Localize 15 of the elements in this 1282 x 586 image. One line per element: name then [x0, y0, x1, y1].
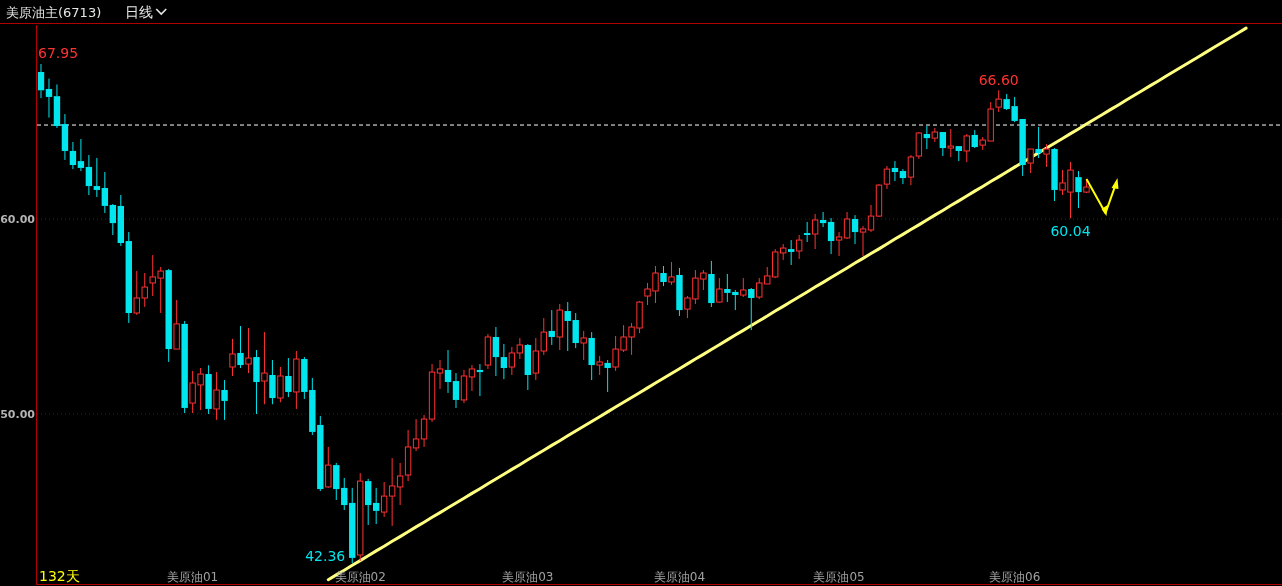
subtitle: 日线 — [125, 4, 154, 20]
note: 132天 — [39, 568, 80, 584]
note: 67.95 — [38, 45, 79, 61]
xtick: 美原油04 — [653, 570, 706, 584]
ytick: 60.00 — [0, 213, 35, 226]
note: 42.36 — [305, 547, 346, 564]
xtick: 美原油03 — [502, 570, 554, 584]
xtick: 美原油05 — [813, 570, 865, 584]
xtick: 美原油01 — [167, 570, 219, 584]
annotation: 60.04 — [1050, 223, 1091, 240]
annotation: 66.60 — [978, 72, 1019, 89]
xtick: 美原油02 — [334, 570, 386, 584]
ytick: 50.00 — [0, 408, 35, 421]
xtick: 美原油06 — [989, 570, 1041, 584]
title: 美原油主(6713) — [6, 5, 102, 20]
